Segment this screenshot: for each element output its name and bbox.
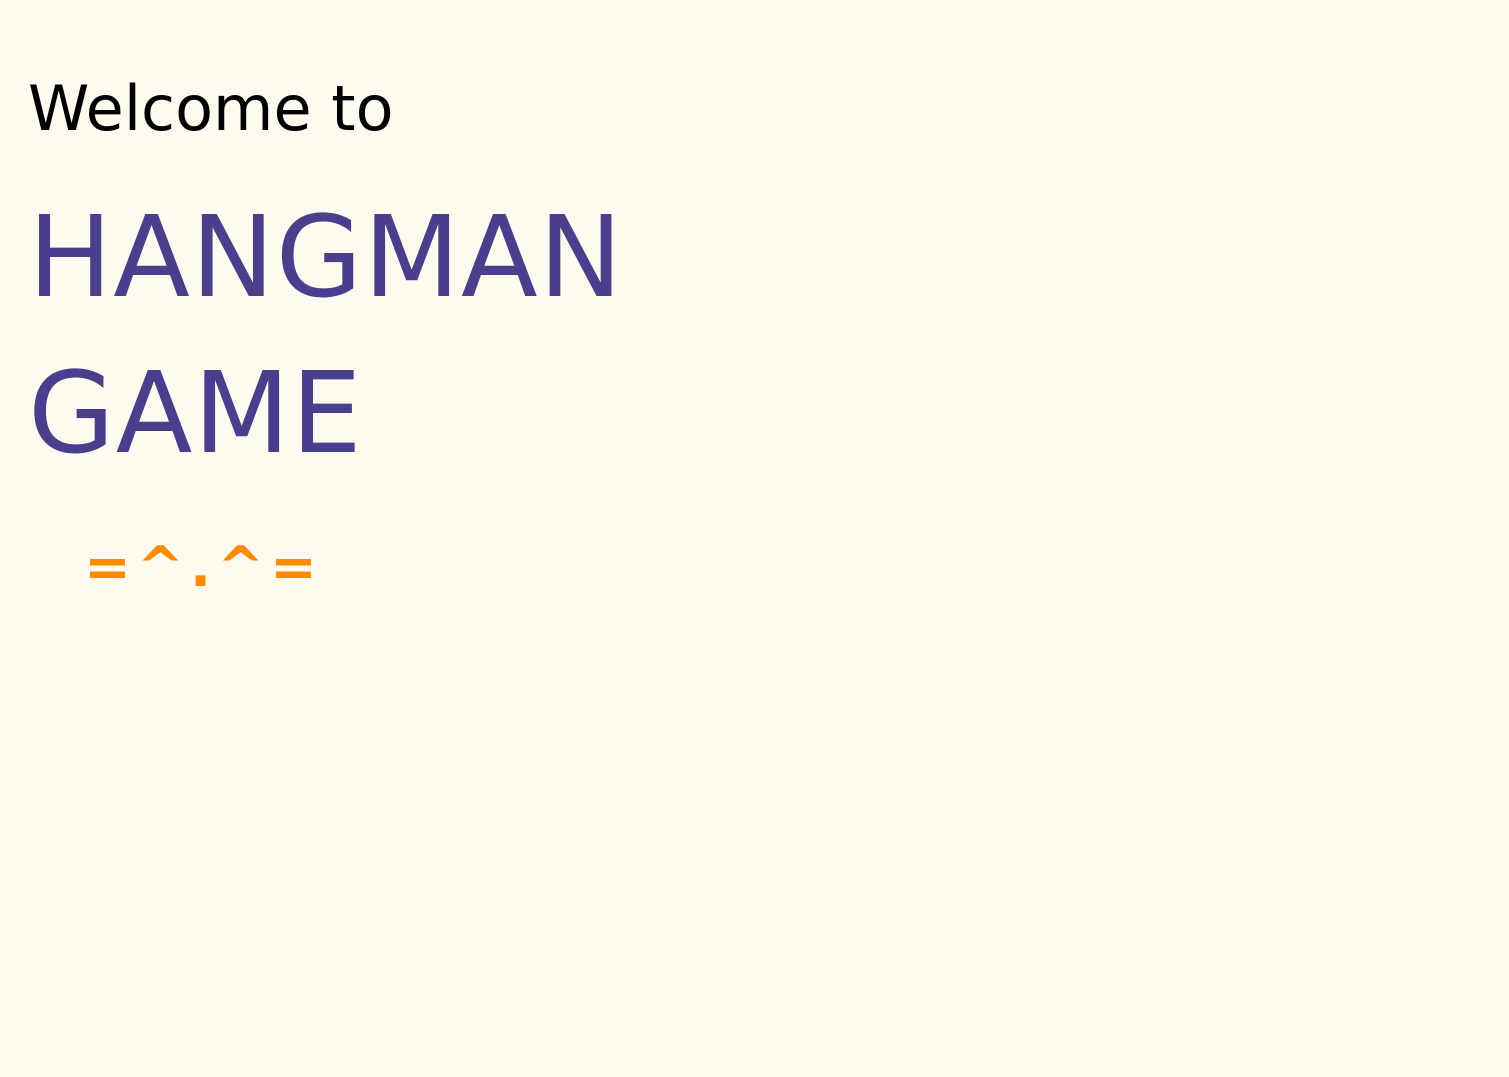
game-title-line: HANGMAN <box>28 193 624 323</box>
welcome-text: Welcome to <box>28 72 394 145</box>
game-title: HANGMAN GAME <box>28 180 623 492</box>
cat-emoticon: =^.^= <box>84 535 323 600</box>
game-title-line: GAME <box>28 349 363 479</box>
